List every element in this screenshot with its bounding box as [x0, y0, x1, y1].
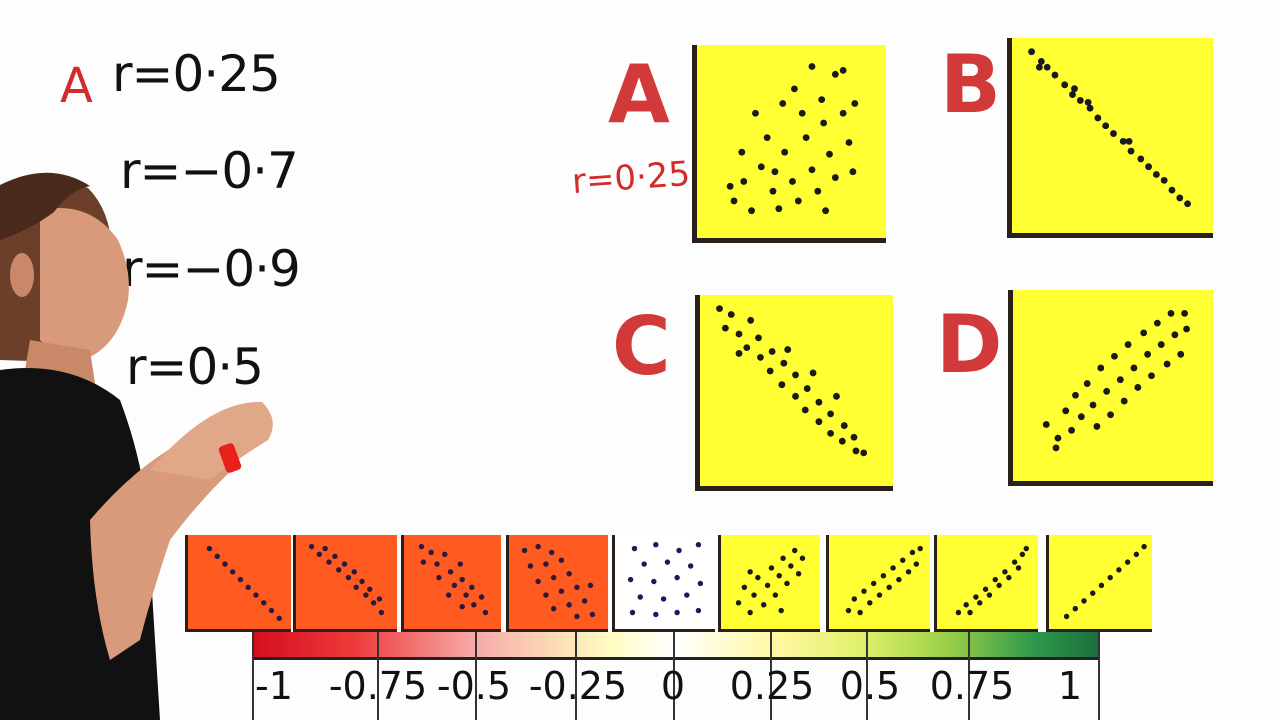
example-box-pos-1-dots: [1063, 543, 1147, 620]
scale-tick-label: 0.5: [839, 664, 901, 708]
scatter-plot-d-dots: [1042, 309, 1190, 452]
plot-a-annotation: r=0·25: [570, 153, 692, 203]
scale-tick: [475, 632, 477, 720]
scale-tick: [575, 632, 577, 720]
example-box-neg-075: [293, 535, 397, 632]
correlation-gradient-bar: [252, 632, 1100, 657]
scale-tick-label: -0.5: [436, 664, 512, 708]
example-box-zero-dots: [627, 541, 704, 618]
scatter-plot-b: [1007, 38, 1213, 238]
scatter-plot-a: [692, 45, 886, 243]
equation-3: r=−0·9: [122, 240, 301, 298]
plot-c-label: C: [612, 300, 671, 393]
correlation-scale: -1 -0.75 -0.5 -0.25 0 0.25 0.5 0.75 1: [252, 632, 1100, 720]
scale-tick: [770, 632, 772, 720]
equation-4: r=0·5: [126, 338, 264, 396]
scale-tick-label: 0.75: [929, 664, 1015, 708]
example-box-neg-025: [506, 535, 608, 632]
example-box-pos-1: [1046, 535, 1152, 632]
scale-tick-label: -0.75: [328, 664, 428, 708]
scatter-plot-c-dots: [716, 305, 868, 457]
scale-tick-label: 1: [1057, 664, 1083, 708]
equation-a-letter: A: [60, 58, 93, 114]
example-box-pos-05-dots: [845, 545, 923, 616]
scale-tick-label: 0.25: [729, 664, 815, 708]
presenter: [0, 172, 273, 720]
example-box-neg-05-dots: [418, 543, 489, 616]
scale-tick-label: 0: [660, 664, 686, 708]
example-box-neg-1-dots: [206, 545, 282, 622]
example-box-pos-075-dots: [955, 545, 1029, 616]
scatter-plot-a-dots: [726, 63, 859, 215]
scale-tick: [1098, 632, 1100, 720]
scatter-plot-d: [1008, 290, 1213, 486]
scatter-plot-b-dots: [1028, 48, 1191, 208]
equation-a: r=0·25: [112, 45, 281, 103]
scale-axis-line: [252, 657, 1100, 660]
equation-2: r=−0·7: [120, 142, 299, 200]
plot-a-label: A: [608, 48, 670, 141]
scale-tick: [252, 632, 254, 720]
scale-tick-label: -0.25: [528, 664, 628, 708]
example-box-neg-075-dots: [308, 543, 385, 616]
scale-tick: [673, 632, 675, 720]
example-box-pos-025-dots: [735, 547, 806, 616]
scale-tick: [866, 632, 868, 720]
scale-tick: [377, 632, 379, 720]
example-box-zero: [612, 535, 715, 632]
plot-b-label: B: [940, 38, 1001, 131]
example-box-neg-05: [401, 535, 501, 632]
plot-d-label: D: [936, 298, 1003, 391]
example-box-pos-025: [718, 535, 820, 632]
scale-tick-label: -1: [255, 664, 293, 708]
example-box-neg-025-dots: [521, 543, 596, 620]
scatter-plot-c: [695, 295, 893, 491]
scale-tick: [968, 632, 970, 720]
example-box-pos-075: [934, 535, 1038, 632]
example-box-neg-1: [185, 535, 291, 632]
example-box-pos-05: [826, 535, 930, 632]
